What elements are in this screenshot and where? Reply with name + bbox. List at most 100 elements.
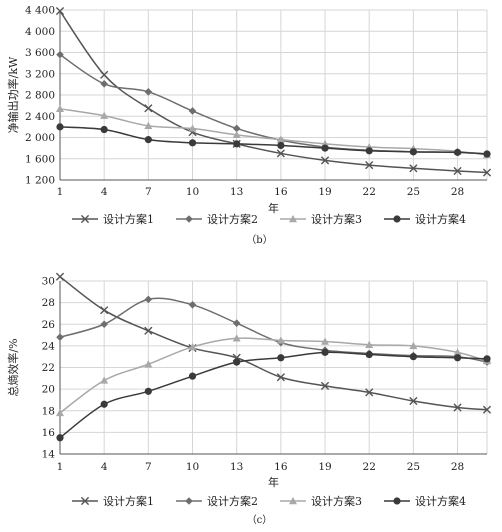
data-point-series-4	[233, 140, 241, 148]
legend-marker	[393, 215, 401, 223]
x-tick-label: 7	[145, 186, 152, 198]
y-tick-label: 22	[42, 362, 55, 374]
y-tick-label: 2 400	[25, 111, 55, 123]
y-tick-label: 4 000	[25, 26, 55, 38]
data-point-series-2	[232, 124, 241, 133]
chart-net-power: 1 200 1 600 2 000 2 400 2 800 3 200 3 600 4 000…	[6, 5, 492, 246]
x-tick-label: 19	[318, 186, 331, 198]
series-line-1	[59, 276, 488, 411]
figure-caption: （b）	[246, 234, 272, 246]
data-point-series-4	[277, 354, 285, 362]
data-point-series-4	[453, 148, 462, 156]
data-point-series-4	[365, 350, 373, 359]
data-point-series-2	[144, 295, 153, 304]
x-tick-label: 1	[57, 186, 64, 198]
y-axis-title: 总熵效率/%	[6, 338, 20, 396]
data-point-series-1	[276, 373, 285, 382]
y-tick-label: 30	[42, 276, 55, 288]
legend-label: 设计方案1	[103, 494, 154, 508]
data-point-series-1	[320, 156, 330, 165]
y-tick-label: 3 200	[25, 68, 55, 80]
legend-label: 设计方案4	[415, 494, 466, 508]
data-point-series-1	[482, 405, 492, 414]
series-line-4	[59, 126, 488, 155]
data-point-series-4	[453, 354, 462, 362]
series-line-1	[59, 10, 488, 174]
series-line-4	[59, 351, 488, 439]
data-point-series-4	[483, 355, 491, 363]
x-tick-label: 10	[186, 186, 199, 198]
x-tick-label: 22	[363, 461, 376, 473]
data-point-series-4	[144, 136, 152, 144]
x-tick-label: 13	[230, 186, 243, 198]
data-point-series-4	[144, 387, 152, 395]
legend-label: 设计方案2	[207, 494, 258, 508]
legend-label: 设计方案3	[311, 494, 362, 508]
data-point-series-1	[320, 381, 330, 390]
data-point-series-4	[56, 123, 64, 131]
data-point-series-3	[56, 408, 64, 417]
data-point-series-1	[365, 161, 374, 170]
data-point-series-1	[453, 166, 462, 176]
data-point-series-1	[482, 168, 492, 177]
data-point-series-1	[453, 403, 462, 412]
data-point-series-1	[100, 70, 109, 79]
data-point-series-3	[56, 104, 64, 113]
data-point-series-3	[321, 337, 330, 345]
series-line-3	[59, 108, 488, 156]
data-point-series-4	[409, 148, 417, 156]
legend-label: 设计方案1	[103, 212, 154, 226]
y-axis-title: 净输出功率/kW	[6, 56, 20, 133]
data-point-series-4	[233, 358, 241, 366]
data-point-series-1	[365, 388, 374, 397]
data-point-series-4	[100, 125, 108, 134]
legend-marker	[289, 497, 297, 505]
data-point-series-1	[409, 164, 418, 173]
x-tick-label: 28	[451, 461, 464, 473]
data-point-series-3	[409, 341, 418, 350]
x-tick-label: 7	[145, 461, 152, 473]
y-tick-label: 1 200	[25, 175, 55, 187]
data-point-series-3	[276, 336, 285, 344]
x-tick-label: 28	[451, 186, 464, 198]
data-point-series-2	[100, 80, 108, 88]
y-tick-label: 14	[42, 449, 56, 461]
x-tick-label: 13	[230, 461, 243, 473]
data-point-series-4	[277, 141, 285, 150]
y-tick-label: 1 600	[25, 153, 55, 165]
data-point-series-4	[56, 434, 64, 442]
series-line-3	[59, 337, 488, 414]
y-tick-label: 4 400	[25, 5, 55, 17]
x-tick-label: 25	[407, 186, 420, 198]
x-tick-label: 1	[57, 461, 64, 473]
legend-marker	[185, 215, 193, 223]
data-point-series-3	[100, 111, 109, 119]
x-tick-label: 10	[186, 461, 199, 473]
data-point-series-1	[144, 104, 153, 113]
data-point-series-4	[188, 139, 197, 147]
data-point-series-3	[365, 340, 374, 348]
legend-marker	[80, 214, 90, 224]
x-tick-label: 25	[407, 461, 420, 473]
data-point-series-1	[144, 326, 153, 335]
data-point-series-3	[144, 360, 153, 368]
data-point-series-2	[100, 320, 108, 329]
data-point-series-3	[232, 130, 241, 139]
data-point-series-1	[409, 396, 418, 406]
legend-marker	[289, 215, 297, 223]
y-tick-label: 18	[42, 405, 55, 417]
data-point-series-1	[100, 306, 109, 315]
data-point-series-2	[188, 107, 197, 115]
figure-caption: （c）	[247, 514, 273, 526]
legend-label: 设计方案3	[311, 212, 362, 226]
data-point-series-2	[232, 319, 241, 327]
legend-marker	[393, 497, 401, 505]
data-point-series-3	[100, 376, 109, 384]
legend-label: 设计方案4	[415, 212, 466, 226]
x-tick-label: 19	[318, 461, 331, 473]
data-point-series-1	[55, 272, 65, 281]
legend-marker	[185, 497, 193, 505]
data-point-series-3	[276, 135, 285, 143]
